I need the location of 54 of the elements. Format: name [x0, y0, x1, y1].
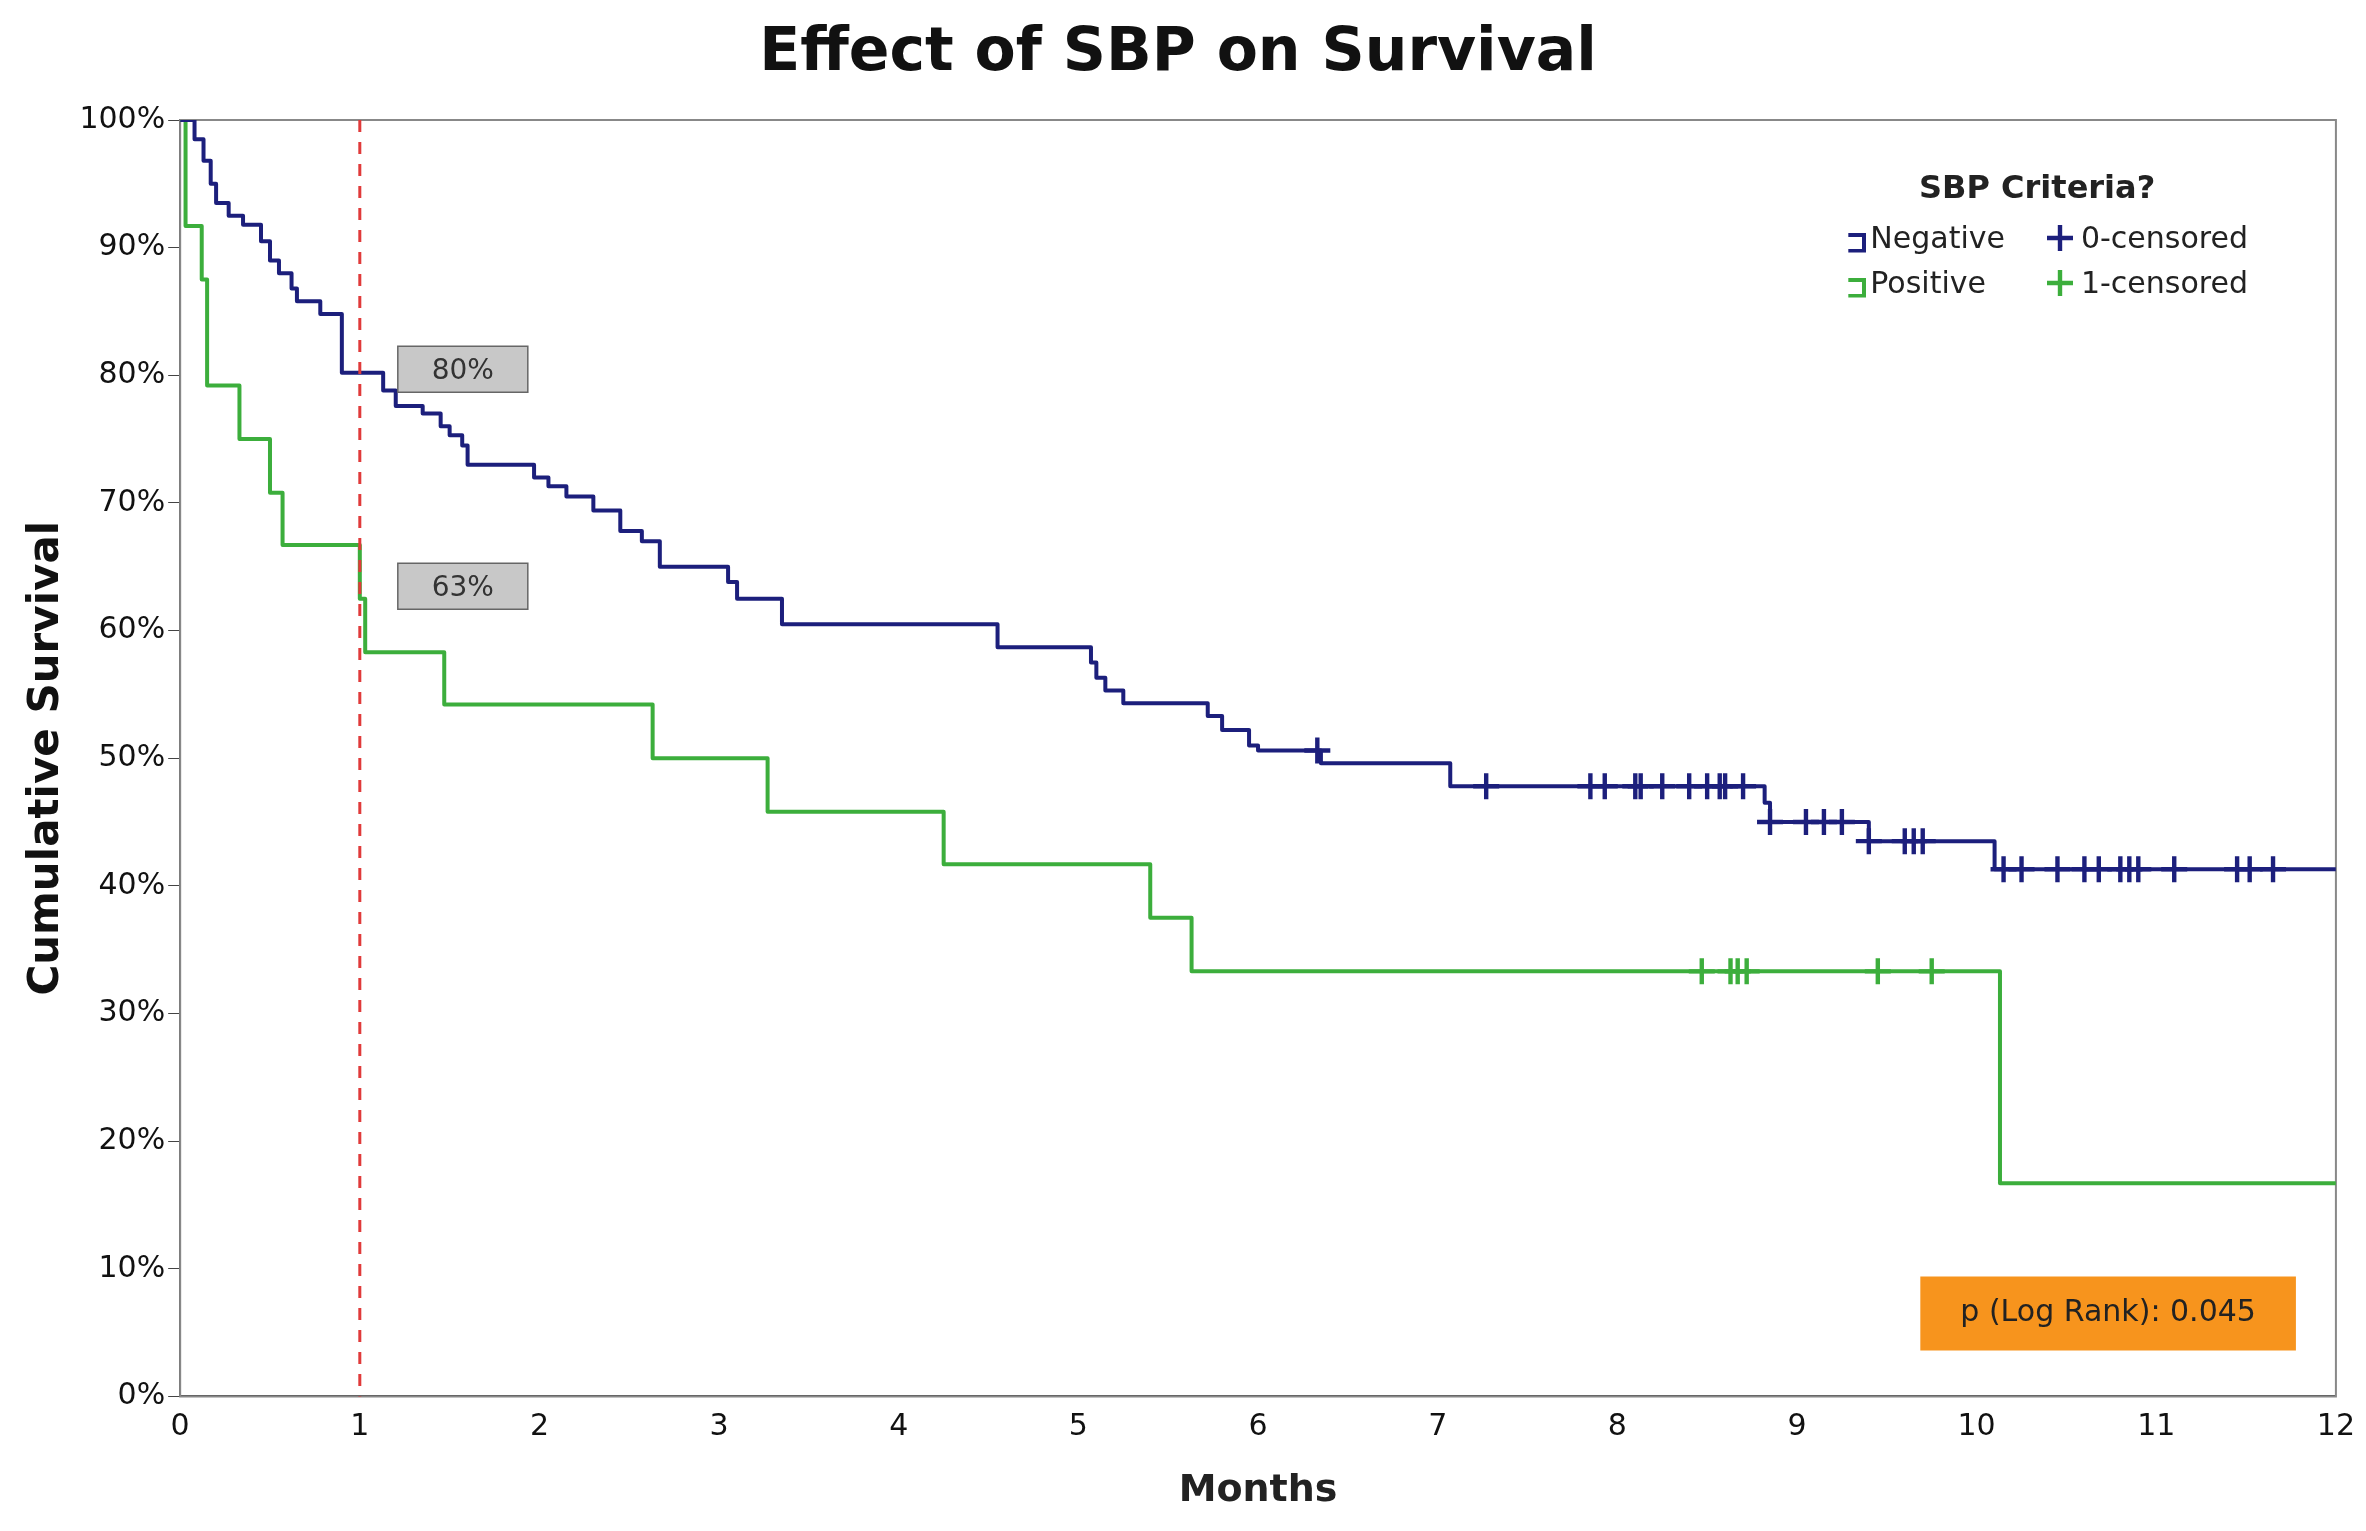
annotation: 80% [431, 352, 494, 386]
x-tick-label: 8 [1607, 1407, 1627, 1443]
y-tick-label: 80% [98, 355, 166, 391]
x-tick-label: 1 [350, 1407, 370, 1443]
point [1757, 809, 1784, 836]
legend-label: 1-censored [2080, 265, 2248, 300]
legend-label: Positive [1870, 265, 1986, 300]
x-tick-label: 2 [529, 1407, 549, 1443]
x-axis-title: Months [1178, 1466, 1338, 1511]
point [1864, 958, 1891, 985]
point [1855, 828, 1882, 855]
y-tick-label: 90% [98, 227, 166, 263]
legend-label: Negative [1870, 220, 2005, 255]
x-tick-label: 9 [1787, 1407, 1807, 1443]
point [2236, 856, 2263, 883]
x-tick-label: 7 [1428, 1407, 1448, 1443]
point [2260, 856, 2287, 883]
legend-label: 0-censored [2080, 220, 2248, 255]
legend-title: SBP Criteria? [1918, 168, 2157, 206]
point [1828, 809, 1855, 836]
point [2008, 856, 2035, 883]
x-tick-label: 5 [1068, 1407, 1088, 1443]
y-tick-label: 0% [117, 1376, 166, 1412]
point [2044, 856, 2071, 883]
y-tick-label: 100% [79, 99, 166, 135]
y-tick-label: 70% [98, 482, 166, 518]
y-tick-label: 30% [98, 993, 166, 1029]
point [2161, 856, 2188, 883]
x-tick-label: 11 [2137, 1407, 2176, 1443]
x-tick-label: 0 [170, 1407, 190, 1443]
y-tick-label: 40% [98, 865, 166, 901]
point [1909, 828, 1936, 855]
y-tick-label: 20% [98, 1120, 166, 1156]
point [1304, 737, 1331, 764]
point [1688, 958, 1715, 985]
y-axis-title: Cumulative Survival [19, 520, 69, 996]
y-tick-label: 10% [98, 1248, 166, 1284]
x-tick-label: 4 [889, 1407, 909, 1443]
point [1649, 773, 1676, 800]
x-tick-label: 10 [1957, 1407, 1996, 1443]
x-tick-label: 12 [2316, 1407, 2356, 1443]
x-tick-label: 3 [709, 1407, 729, 1443]
point [1733, 958, 1760, 985]
point [1591, 773, 1618, 800]
x-tick-label: 6 [1248, 1407, 1268, 1443]
y-tick-label: 50% [98, 738, 166, 773]
annotation: 63% [431, 569, 494, 603]
point [1473, 773, 1500, 800]
y-tick-label: 60% [98, 610, 166, 646]
annotation: p (Log Rank): 0.045 [1960, 1293, 2256, 1329]
chart-title: Effect of SBP on Survival [759, 13, 1597, 84]
point [1730, 773, 1757, 800]
point [2125, 856, 2152, 883]
point [1918, 958, 1945, 985]
